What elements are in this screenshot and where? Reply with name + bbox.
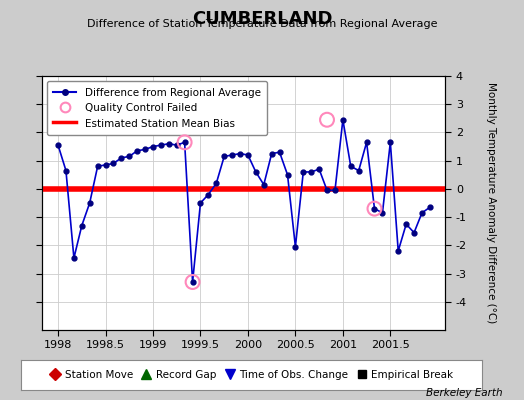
Point xyxy=(370,206,379,212)
Text: CUMBERLAND: CUMBERLAND xyxy=(192,10,332,28)
Point xyxy=(323,116,331,123)
Point xyxy=(180,139,189,146)
Point xyxy=(189,279,197,285)
Text: Difference of Station Temperature Data from Regional Average: Difference of Station Temperature Data f… xyxy=(87,19,437,29)
Legend: Station Move, Record Gap, Time of Obs. Change, Empirical Break: Station Move, Record Gap, Time of Obs. C… xyxy=(46,366,457,384)
Legend: Difference from Regional Average, Quality Control Failed, Estimated Station Mean: Difference from Regional Average, Qualit… xyxy=(47,81,267,135)
Y-axis label: Monthly Temperature Anomaly Difference (°C): Monthly Temperature Anomaly Difference (… xyxy=(486,82,496,324)
Text: Berkeley Earth: Berkeley Earth xyxy=(427,388,503,398)
